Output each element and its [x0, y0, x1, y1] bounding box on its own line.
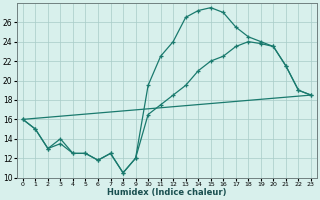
X-axis label: Humidex (Indice chaleur): Humidex (Indice chaleur)	[107, 188, 227, 197]
